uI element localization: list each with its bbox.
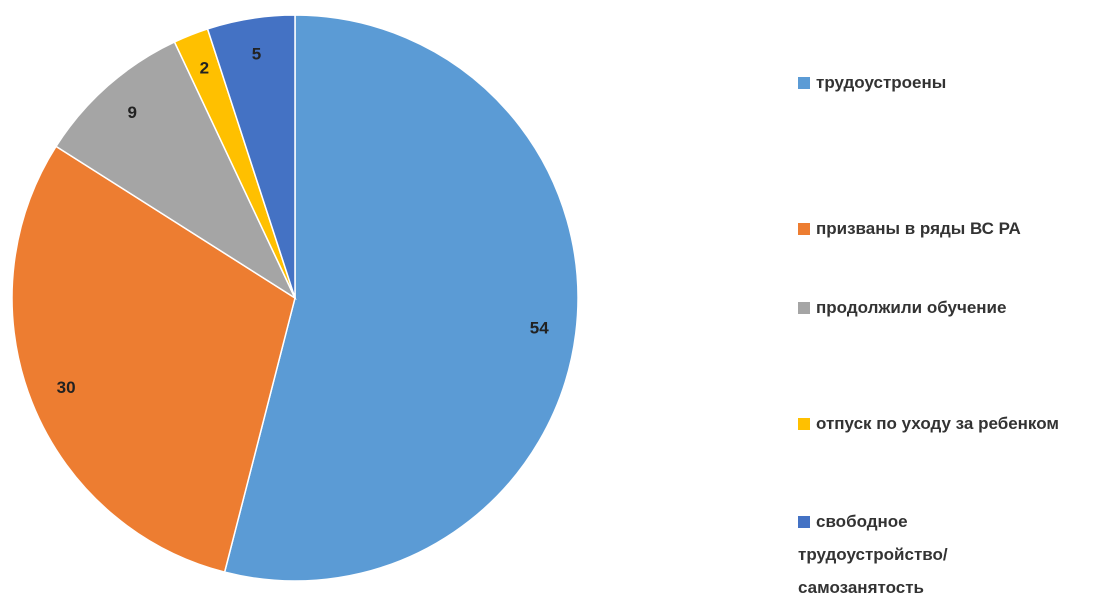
data-label: 5 — [252, 44, 261, 63]
data-label: 30 — [57, 378, 76, 397]
legend-item: свободное трудоустройство/самозанятость — [798, 505, 998, 604]
legend-label: отпуск по уходу за ребенком — [816, 414, 1059, 433]
legend-item: продолжили обучение — [798, 291, 1098, 324]
chart: 54 30 9 2 5 — [11, 14, 579, 582]
legend-label: трудоустроены — [816, 73, 947, 92]
data-label: 2 — [200, 59, 209, 78]
pie-slice — [206, 14, 296, 299]
pie-slice — [11, 145, 296, 574]
legend-item: отпуск по уходу за ребенком — [798, 407, 1098, 440]
legend-swatch — [798, 223, 810, 235]
pie-slice — [223, 14, 579, 582]
legend-swatch — [798, 418, 810, 430]
legend-label: призваны в ряды ВС РА — [816, 219, 1021, 238]
legend-swatch — [798, 516, 810, 528]
legend-item: призваны в ряды ВС РА — [798, 212, 1098, 245]
legend-label: продолжили обучение — [816, 298, 1007, 317]
legend-label: свободное трудоустройство/самозанятость — [798, 512, 948, 597]
legend-swatch — [798, 302, 810, 314]
data-label: 54 — [530, 318, 549, 337]
legend-swatch — [798, 77, 810, 89]
data-label: 9 — [127, 103, 136, 122]
legend-item: трудоустроены — [798, 66, 1098, 99]
pie-slice — [55, 40, 297, 301]
